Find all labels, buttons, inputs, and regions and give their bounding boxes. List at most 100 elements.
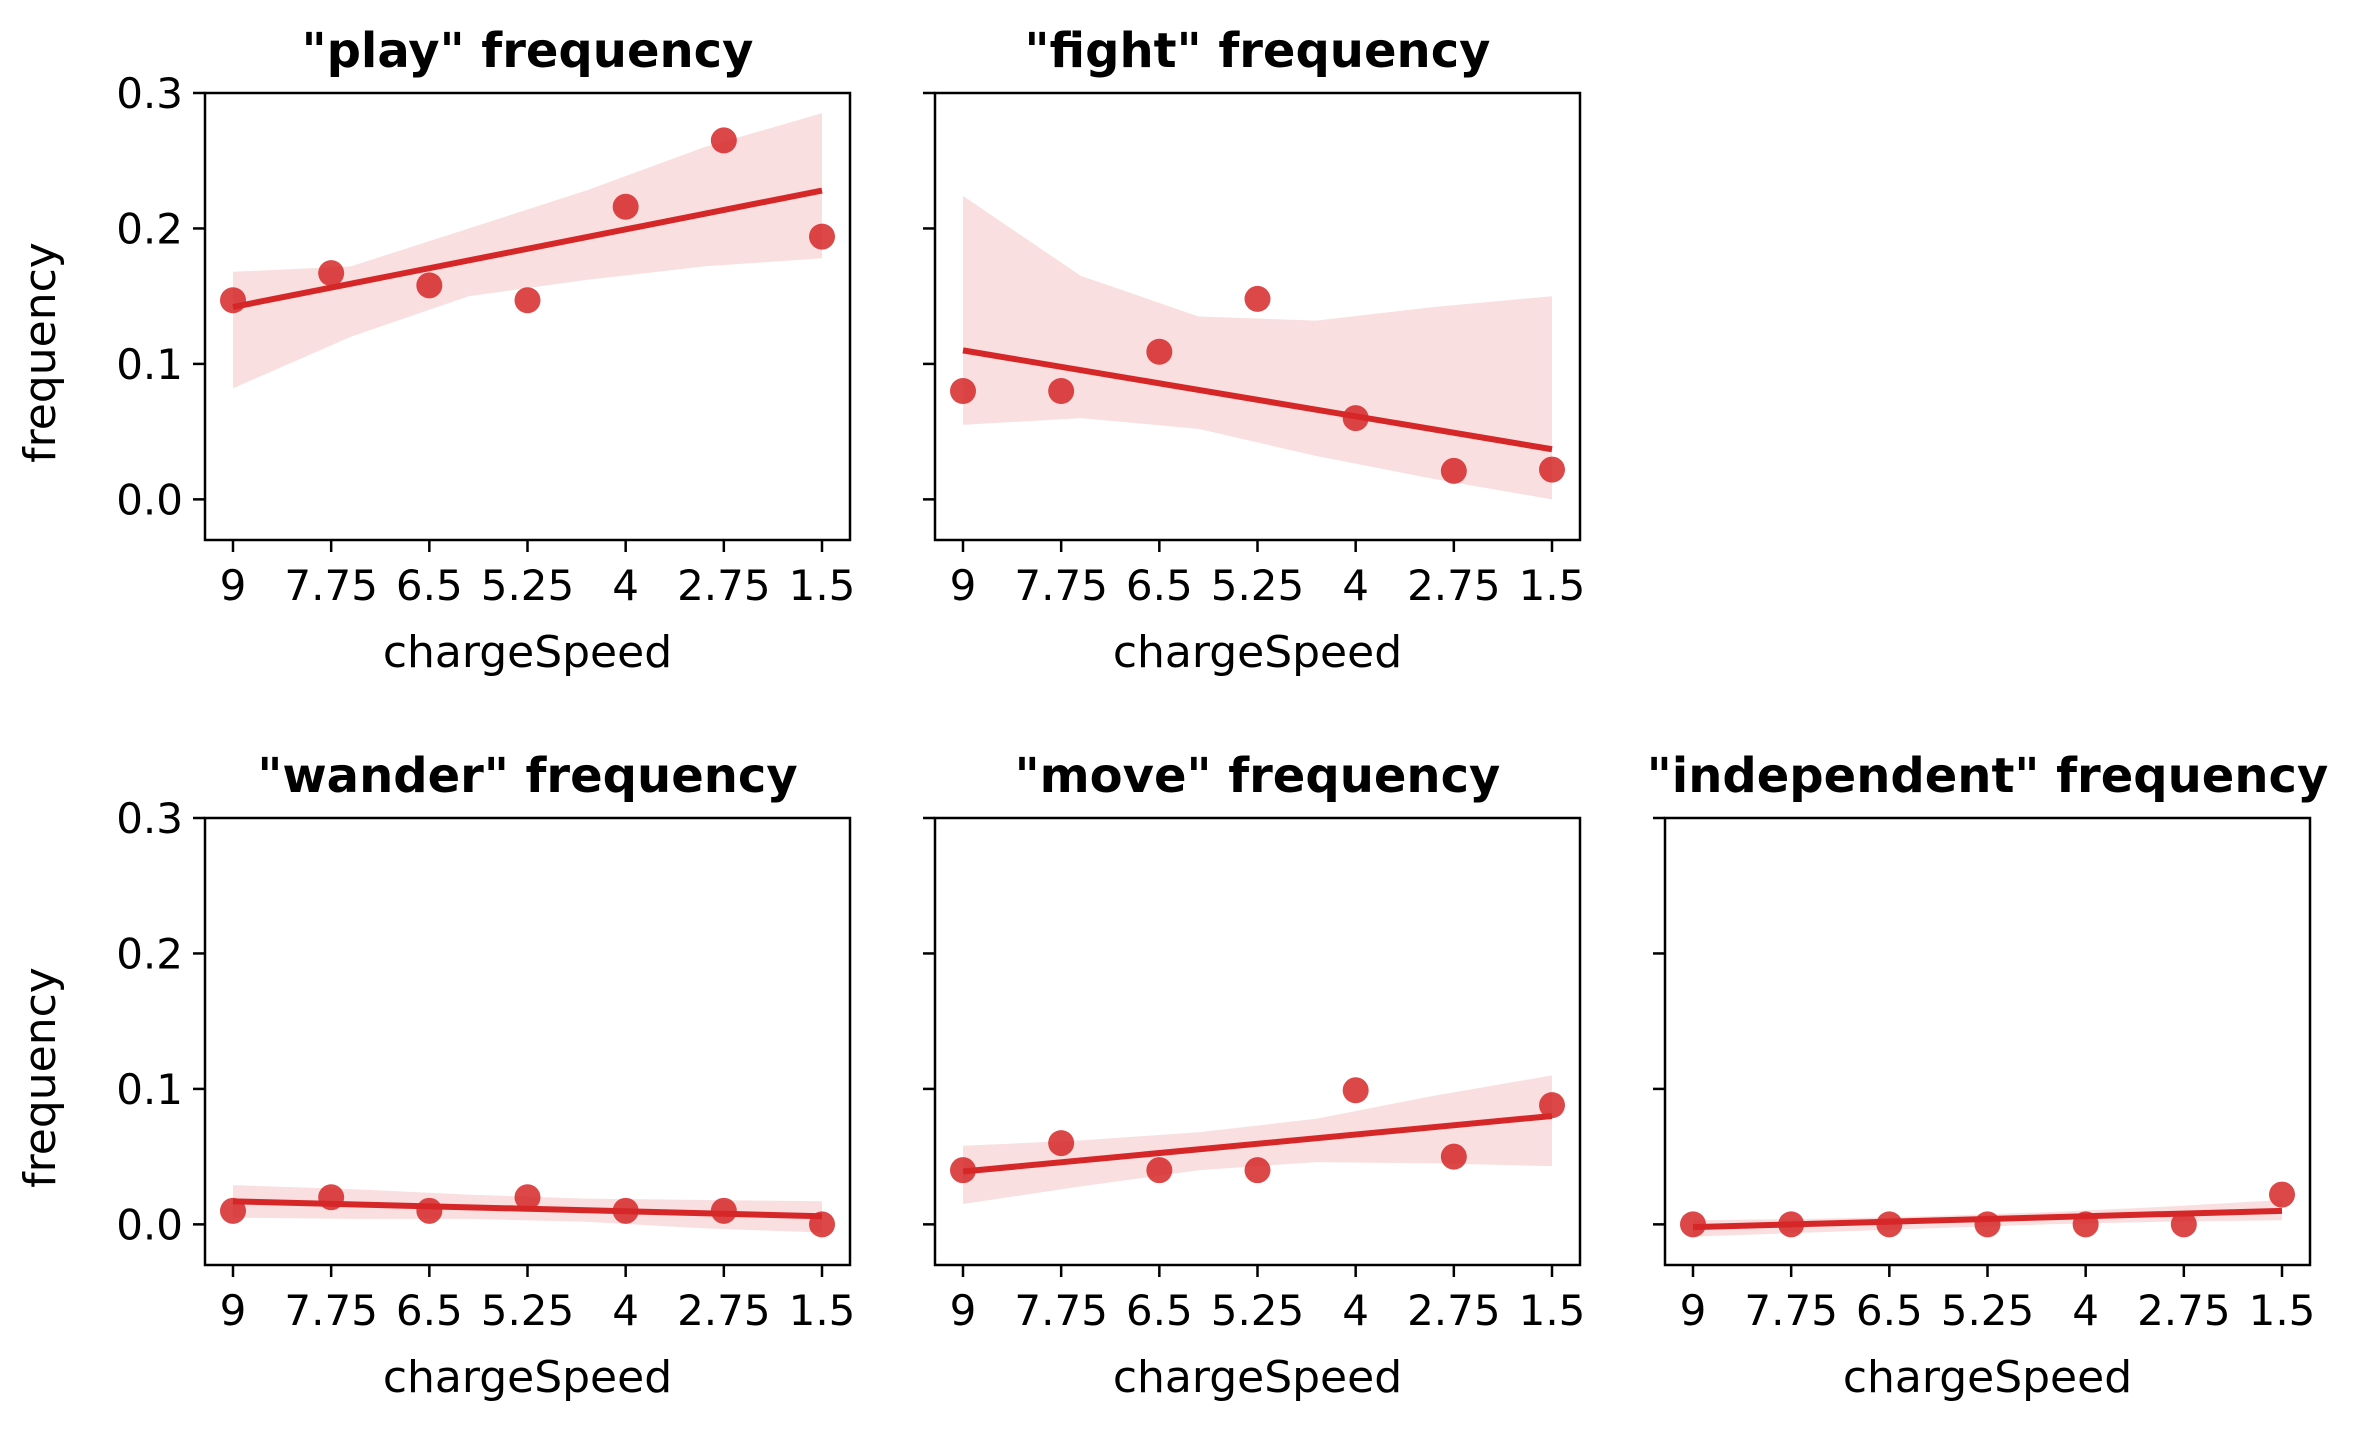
y-axis-label: frequency — [15, 242, 66, 463]
data-point — [1146, 338, 1173, 365]
y-axis-label: frequency — [15, 967, 66, 1188]
data-point — [2269, 1181, 2295, 1208]
panel-4: 9 7.75 6.5 5.25 4 2.75 1.5 "move" frequency char… — [923, 748, 1585, 1403]
y-tick-label: 0.3 — [116, 794, 183, 843]
x-axis-label: chargeSpeed — [383, 627, 672, 678]
x-tick-label: 9 — [1680, 1286, 1707, 1335]
data-point — [1876, 1211, 1903, 1238]
x-axis-label: chargeSpeed — [1113, 627, 1402, 678]
y-tick-label: 0.0 — [116, 1200, 183, 1249]
y-tick-label: 0.3 — [116, 69, 183, 118]
data-point — [809, 223, 835, 250]
x-tick-label: 7.75 — [1014, 561, 1108, 610]
x-tick-label: 9 — [950, 561, 977, 610]
x-axis-label: chargeSpeed — [1113, 1352, 1402, 1403]
panel-2: 9 7.75 6.5 5.25 4 2.75 1.5 "fight" frequency cha… — [923, 23, 1585, 678]
data-point — [1048, 378, 1075, 404]
x-tick-label: 4 — [612, 561, 639, 610]
data-point — [220, 1197, 246, 1224]
data-point — [1342, 1077, 1369, 1104]
data-point — [2072, 1211, 2099, 1238]
regression-line — [232, 187, 823, 310]
panel-title: "fight" frequency — [1025, 23, 1491, 79]
x-tick-label: 9 — [950, 1286, 977, 1335]
data-point — [220, 287, 246, 314]
x-tick-label: 5.25 — [1211, 561, 1305, 610]
data-point — [318, 1184, 345, 1211]
panel-5: 9 7.75 6.5 5.25 4 2.75 1.5 "independent" freque… — [1647, 748, 2329, 1403]
panel-title: "independent" frequency — [1647, 748, 2329, 804]
data-point — [1440, 1143, 1467, 1170]
x-tick-label: 2.75 — [1407, 561, 1501, 610]
x-tick-label: 1.5 — [789, 561, 856, 610]
x-tick-label: 5.25 — [1941, 1286, 2035, 1335]
data-point — [950, 378, 976, 404]
data-point — [809, 1211, 835, 1238]
x-axis-label: chargeSpeed — [383, 1352, 672, 1403]
data-point — [1680, 1211, 1706, 1238]
x-tick-label: 9 — [220, 1286, 247, 1335]
data-point — [416, 1197, 443, 1224]
x-tick-label: 5.25 — [481, 1286, 575, 1335]
panel-3: 0.0 0.1 0.2 0.3 9 7.75 6.5 5.25 4 2.75 1.5 "wander"… — [15, 748, 855, 1403]
x-tick-label: 4 — [1342, 1286, 1369, 1335]
x-tick-label: 7.75 — [284, 1286, 378, 1335]
y-tick-label: 0.1 — [116, 340, 183, 389]
data-point — [1244, 285, 1271, 312]
data-point — [318, 260, 345, 287]
data-point — [1539, 1092, 1565, 1119]
data-point — [514, 287, 541, 314]
data-point — [416, 272, 443, 299]
x-tick-label: 2.75 — [2137, 1286, 2231, 1335]
x-tick-label: 7.75 — [1744, 1286, 1838, 1335]
panel-1: 0.0 0.1 0.2 0.3 9 7.75 6.5 5.25 4 2.75 1.5 "play" f… — [15, 23, 855, 678]
x-tick-label: 2.75 — [677, 1286, 771, 1335]
regression-line — [962, 347, 1553, 453]
x-tick-label: 7.75 — [1014, 1286, 1108, 1335]
x-tick-label: 6.5 — [1856, 1286, 1923, 1335]
data-point — [2170, 1211, 2197, 1238]
y-tick-label: 0.2 — [116, 929, 183, 978]
panel-title: "play" frequency — [302, 23, 754, 79]
data-point — [950, 1157, 976, 1184]
data-point — [612, 193, 639, 220]
x-tick-label: 6.5 — [1126, 1286, 1193, 1335]
x-tick-label: 4 — [2072, 1286, 2099, 1335]
data-point — [1048, 1130, 1075, 1157]
x-tick-label: 6.5 — [396, 1286, 463, 1335]
x-tick-label: 2.75 — [677, 561, 771, 610]
data-point — [710, 1197, 737, 1224]
x-tick-label: 9 — [220, 561, 247, 610]
data-point — [710, 127, 737, 154]
x-axis-label: chargeSpeed — [1843, 1352, 2132, 1403]
y-tick-label: 0.0 — [116, 475, 183, 524]
data-point — [1342, 405, 1369, 432]
x-tick-label: 2.75 — [1407, 1286, 1501, 1335]
data-point — [514, 1184, 541, 1211]
data-point — [1778, 1211, 1805, 1238]
x-tick-label: 6.5 — [1126, 561, 1193, 610]
regression-line — [962, 1113, 1553, 1175]
x-tick-label: 4 — [1342, 561, 1369, 610]
y-tick-label: 0.1 — [116, 1065, 183, 1114]
x-tick-label: 7.75 — [284, 561, 378, 610]
x-tick-label: 1.5 — [1519, 1286, 1586, 1335]
x-tick-label: 1.5 — [789, 1286, 856, 1335]
x-tick-label: 6.5 — [396, 561, 463, 610]
y-tick-label: 0.2 — [116, 204, 183, 253]
data-point — [1244, 1157, 1271, 1184]
x-tick-label: 5.25 — [481, 561, 575, 610]
panel-title: "wander" frequency — [257, 748, 797, 804]
data-point — [612, 1197, 639, 1224]
data-point — [1440, 457, 1467, 484]
panel-title: "move" frequency — [1015, 748, 1501, 804]
x-tick-label: 4 — [612, 1286, 639, 1335]
x-tick-label: 1.5 — [1519, 561, 1586, 610]
x-tick-label: 5.25 — [1211, 1286, 1305, 1335]
data-point — [1974, 1211, 2001, 1238]
x-tick-label: 1.5 — [2249, 1286, 2316, 1335]
confidence-band — [963, 1075, 1552, 1204]
data-point — [1539, 456, 1565, 483]
